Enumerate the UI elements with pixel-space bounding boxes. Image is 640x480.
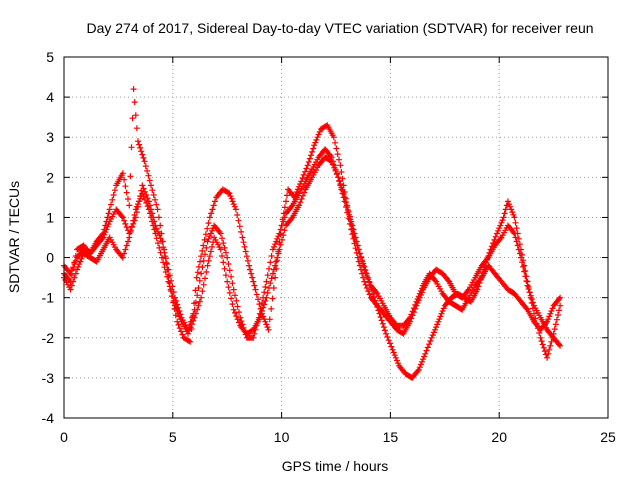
y-tick-label: 0 — [46, 250, 54, 266]
x-tick-label: 0 — [60, 429, 68, 445]
axis-ticks: 0 5 10 15 20 25 -4 -3 -2 -1 0 1 2 3 4 5 — [42, 49, 616, 445]
y-tick-label: -3 — [42, 370, 55, 386]
x-tick-label: 25 — [600, 429, 616, 445]
y-tick-label: 3 — [46, 129, 54, 145]
chart-title: Day 274 of 2017, Sidereal Day-to-day VTE… — [86, 20, 593, 36]
x-tick-label: 5 — [169, 429, 177, 445]
x-axis-label: GPS time / hours — [282, 458, 389, 474]
y-axis-label: SDTVAR / TECUs — [6, 181, 22, 293]
plot-frame — [63, 56, 609, 419]
y-tick-label: -1 — [42, 290, 55, 306]
x-tick-label: 20 — [491, 429, 507, 445]
y-tick-label: -2 — [42, 330, 55, 346]
x-tick-label: 15 — [383, 429, 399, 445]
y-tick-label: 4 — [46, 89, 54, 105]
x-tick-label: 10 — [274, 429, 290, 445]
y-tick-label: 1 — [46, 209, 54, 225]
y-tick-label: -4 — [42, 410, 55, 426]
y-tick-label: 2 — [46, 169, 54, 185]
y-tick-label: 5 — [46, 49, 54, 65]
